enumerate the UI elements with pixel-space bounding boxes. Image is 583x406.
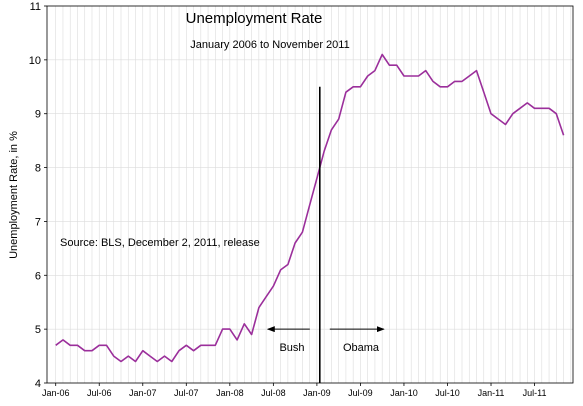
y-axis-label: Unemployment Rate, in % — [8, 131, 20, 259]
y-tick-label: 4 — [35, 378, 41, 390]
x-tick-label: Jan-10 — [390, 388, 418, 398]
y-tick-label: 8 — [35, 163, 41, 175]
x-tick-label: Jul-06 — [87, 388, 112, 398]
y-tick-label: 9 — [35, 109, 41, 121]
x-tick-label: Jul-08 — [261, 388, 286, 398]
source-label: Source: BLS, December 2, 2011, release — [60, 237, 260, 249]
x-tick-label: Jul-10 — [435, 388, 460, 398]
x-tick-label: Jan-08 — [216, 388, 244, 398]
plot-frame — [46, 5, 574, 384]
y-tick-label: 5 — [35, 324, 41, 336]
obama-label: Obama — [343, 342, 380, 354]
bush-label: Bush — [279, 342, 304, 354]
y-tick-label: 6 — [35, 270, 41, 282]
y-tick-label: 10 — [29, 55, 41, 67]
series-line-unemployment — [55, 53, 565, 363]
chart-title: Unemployment Rate — [186, 10, 323, 27]
x-tick-label: Jan-06 — [42, 388, 70, 398]
y-tick-label: 11 — [30, 1, 41, 13]
grid-layer — [47, 5, 573, 384]
x-tick-label: Jan-11 — [478, 388, 505, 398]
x-tick-label: Jul-11 — [523, 388, 547, 398]
x-tick-label: Jan-09 — [303, 388, 331, 398]
series-layer — [55, 53, 565, 363]
tick-layer: 4 5 6 7 8 9 10 11 Jan-06 Jul-06 Jan-07 Jul-07 Jan-08… — [29, 1, 547, 398]
x-tick-label: Jul-07 — [174, 388, 199, 398]
y-tick-label: 7 — [35, 216, 41, 228]
x-tick-label: Jul-09 — [348, 388, 373, 398]
annotation-layer: Bush Obama Source: BLS, December 2, 2011… — [60, 86, 385, 383]
chart-subtitle: January 2006 to November 2011 — [190, 39, 349, 51]
x-tick-label: Jan-07 — [129, 388, 157, 398]
